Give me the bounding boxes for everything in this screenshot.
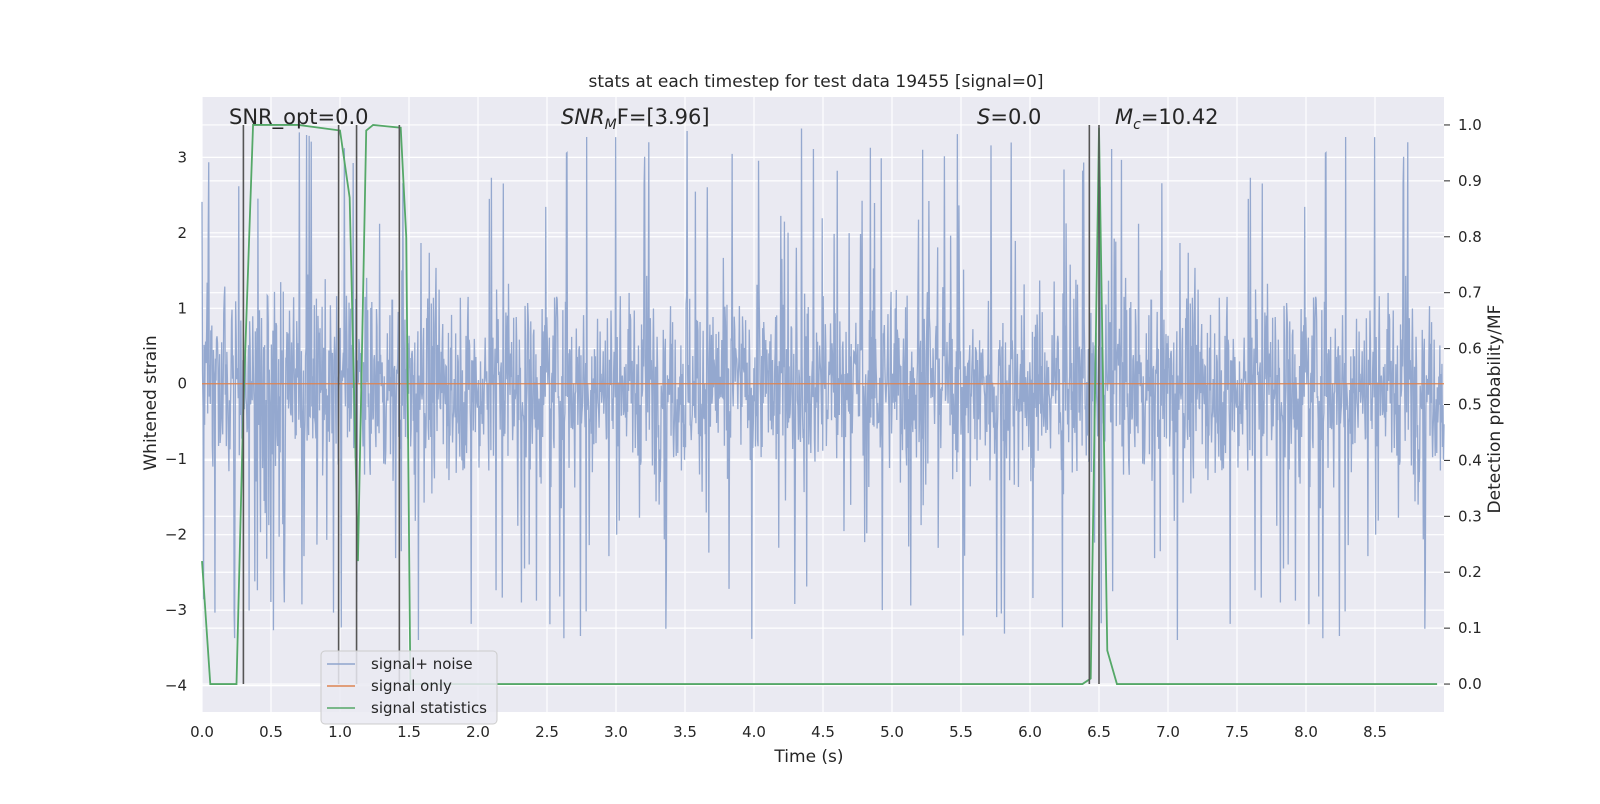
x-tick-label: 5.0	[880, 723, 904, 741]
x-tick-label: 5.5	[949, 723, 973, 741]
snr-mf-base: SNR	[561, 105, 605, 129]
snr-mf-sub: M	[605, 117, 617, 133]
y2-tick-label: 0.7	[1458, 284, 1482, 302]
y2-tick-label: 0.9	[1458, 172, 1482, 190]
x-tick-label: 6.0	[1018, 723, 1042, 741]
y-tick-label: 0	[177, 375, 187, 393]
y2-tick-label: 0.3	[1458, 507, 1482, 525]
y-tick-label: 1	[177, 299, 187, 317]
series-lines	[201, 124, 1444, 685]
annotation-s: S=0.0	[977, 105, 1041, 129]
y2-tick-label: 0.1	[1458, 619, 1482, 637]
x-tick-label: 3.5	[673, 723, 697, 741]
y2-tick-label: 0.6	[1458, 340, 1482, 358]
x-tick-label: 1.5	[397, 723, 421, 741]
chart-title: stats at each timestep for test data 194…	[589, 72, 1044, 92]
y2-tick-label: 0.4	[1458, 451, 1482, 469]
x-tick-label: 2.0	[466, 723, 490, 741]
y-tick-label: −2	[165, 526, 187, 544]
annotation-snr-mf: SNRMF=[3.96]	[561, 105, 710, 133]
x-tick-label: 0.0	[190, 723, 214, 741]
noise-trace	[201, 128, 1445, 640]
mc-base: M	[1115, 105, 1133, 129]
y-tick-label: 2	[177, 224, 187, 242]
legend-label-signal-noise: signal+ noise	[371, 655, 473, 673]
y-tick-label: 3	[177, 148, 187, 166]
annotation-snr-opt: SNR_opt=0.0	[229, 105, 369, 130]
x-tick-label: 3.0	[604, 723, 628, 741]
y-tick-label: −3	[165, 601, 187, 619]
x-tick-label: 2.5	[535, 723, 559, 741]
legend-label-signal-only: signal only	[371, 677, 452, 695]
y2-tick-label: 0.5	[1458, 396, 1482, 414]
annotation-mc: Mc=10.42	[1115, 105, 1219, 133]
mc-sub: c	[1133, 117, 1141, 133]
x-tick-label: 4.5	[811, 723, 835, 741]
y2-tick-label: 0.2	[1458, 563, 1482, 581]
legend-label-signal-statistics: signal statistics	[371, 699, 487, 717]
x-tick-label: 8.5	[1363, 723, 1387, 741]
signal-statistics-line	[201, 124, 1438, 685]
mc-rest: =10.42	[1141, 105, 1219, 129]
y2-axis-label: Detection probability/MF	[1485, 305, 1505, 514]
marker-lines	[242, 124, 1100, 685]
x-tick-label: 7.0	[1156, 723, 1180, 741]
x-tick-label: 1.0	[328, 723, 352, 741]
y2-tick-label: 1.0	[1458, 116, 1482, 134]
y-tick-label: −1	[165, 450, 187, 468]
series-signal-noise	[201, 128, 1445, 640]
s-name: S	[977, 105, 990, 129]
y2-tick-label: 0.0	[1458, 675, 1482, 693]
y2-tick-label: 0.8	[1458, 228, 1482, 246]
legend-box	[320, 650, 498, 725]
y-tick-label: −4	[165, 677, 187, 695]
x-tick-label: 4.0	[742, 723, 766, 741]
x-tick-label: 6.5	[1087, 723, 1111, 741]
s-rest: =0.0	[990, 105, 1041, 129]
x-axis-label: Time (s)	[773, 747, 843, 767]
snr-mf-rest: F=[3.96]	[617, 105, 710, 129]
x-tick-label: 8.0	[1294, 723, 1318, 741]
x-tick-label: 7.5	[1225, 723, 1249, 741]
y-axis-label: Whitened strain	[141, 335, 161, 470]
legend: signal+ noise signal only signal statist…	[320, 650, 498, 725]
x-tick-label: 0.5	[259, 723, 283, 741]
tick-labels: 0.0 0.5 1.0 1.5 2.0 2.5 3.0 3.5 4.0 4.5 5.0 5.5 6.0 6…	[165, 116, 1482, 741]
